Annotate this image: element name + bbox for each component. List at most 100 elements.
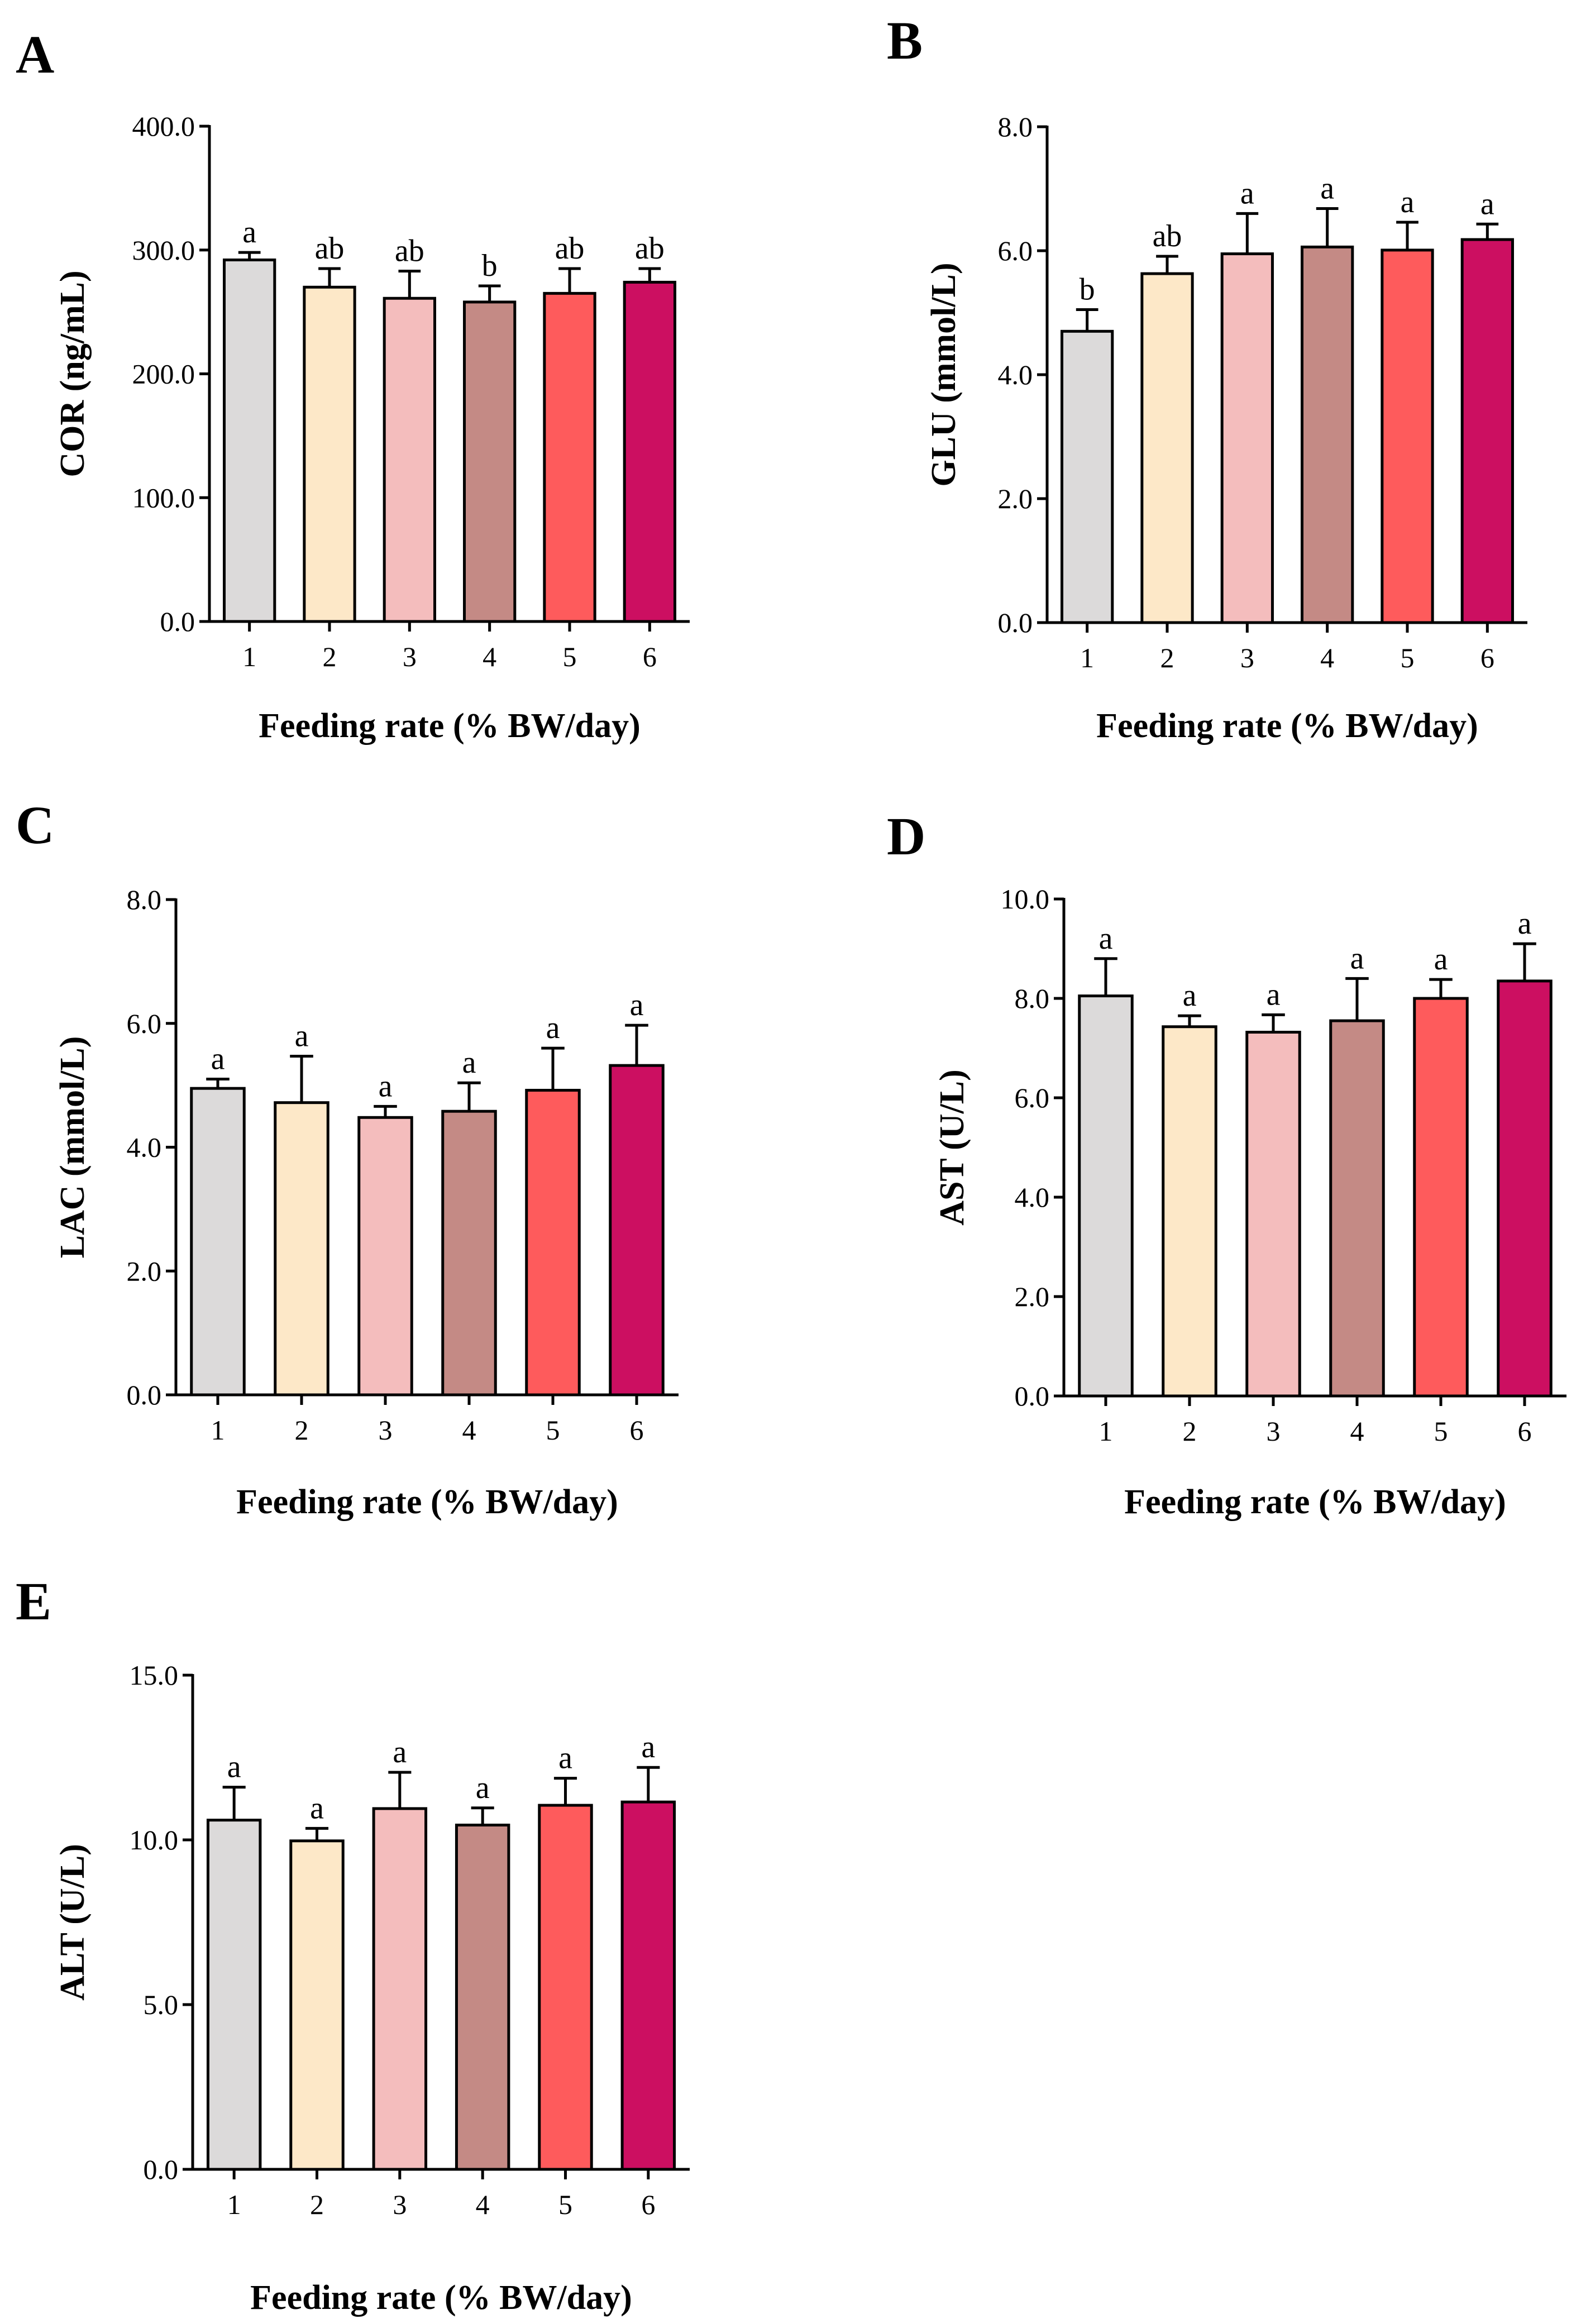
significance-label-6: a [1480, 187, 1494, 221]
x-tick-label: 2 [1160, 642, 1174, 673]
bar-2 [1162, 1025, 1217, 1398]
y-tick-label: 4.0 [1015, 1182, 1050, 1213]
y-tick-label: 0.0 [144, 2154, 179, 2185]
bar-1 [223, 258, 276, 623]
bar-4 [1329, 1019, 1385, 1398]
x-tick-label: 1 [211, 1414, 225, 1446]
significance-label-4: a [462, 1045, 476, 1080]
significance-label-2: ab [1153, 219, 1182, 254]
bar-2 [274, 1101, 329, 1397]
significance-label-4: a [1320, 171, 1334, 206]
bar-2 [289, 1839, 345, 2171]
x-axis-title: Feeding rate (% BW/day) [1096, 707, 1478, 745]
y-tick-label: 6.0 [127, 1008, 162, 1039]
x-tick-label: 4 [1320, 642, 1334, 673]
y-tick-label: 2.0 [998, 483, 1033, 514]
significance-label-4: a [476, 1771, 490, 1805]
y-axis-title: AST (U/L) [933, 1069, 971, 1226]
x-tick-label: 5 [1434, 1416, 1448, 1447]
x-tick-label: 3 [1267, 1416, 1281, 1447]
significance-label-5: a [546, 1011, 560, 1045]
bar-5 [1413, 997, 1469, 1398]
significance-label-5: a [558, 1741, 572, 1776]
x-tick-label: 4 [462, 1414, 476, 1446]
y-tick-label: 10.0 [1001, 883, 1050, 915]
y-tick-label: 0.0 [998, 607, 1033, 638]
y-tick-label: 400.0 [132, 111, 195, 142]
x-tick-label: 3 [403, 641, 417, 672]
significance-label-4: a [1350, 941, 1364, 975]
x-tick-label: 6 [630, 1414, 644, 1446]
y-tick-label: 5.0 [144, 1989, 179, 2020]
significance-label-3: a [1240, 176, 1254, 211]
panel-letter-e: E [16, 1571, 51, 1631]
x-tick-label: 5 [1401, 642, 1415, 673]
bar-4 [1301, 245, 1354, 624]
chart-panel-a: A 0.0 100.0 200.0 300.0 400.0 a 1 ab 2 ab 3 b 4 ab 5 ab 6… [16, 25, 690, 745]
chart-panel-e: E 0.0 5.0 10.0 15.0 a 1 a 2 a 3 a 4 a 5 a 6 Feeding rate … [16, 1571, 690, 2317]
significance-label-1: a [211, 1042, 225, 1077]
bar-5 [543, 291, 596, 623]
x-tick-label: 6 [643, 641, 657, 672]
x-tick-label: 4 [483, 641, 496, 672]
bar-1 [206, 1819, 262, 2171]
y-tick-label: 10.0 [130, 1824, 179, 1856]
x-tick-label: 6 [1480, 642, 1494, 673]
panel-letter-b: B [887, 11, 923, 70]
significance-label-5: a [1401, 185, 1415, 219]
y-tick-label: 8.0 [998, 111, 1033, 142]
y-axis-title: COR (ng/mL) [54, 270, 92, 477]
y-tick-label: 100.0 [132, 482, 195, 513]
significance-label-3: a [393, 1735, 407, 1770]
bar-6 [1497, 979, 1553, 1398]
bar-3 [1220, 252, 1274, 624]
significance-label-4: b [482, 248, 498, 283]
x-tick-label: 4 [1350, 1416, 1364, 1447]
bar-3 [383, 297, 436, 623]
significance-label-6: a [1518, 906, 1532, 941]
significance-label-1: a [242, 215, 256, 250]
bar-1 [1061, 329, 1114, 624]
bar-6 [609, 1064, 665, 1397]
x-tick-label: 1 [1080, 642, 1094, 673]
x-tick-label: 2 [310, 2189, 324, 2220]
significance-label-6: a [630, 988, 644, 1022]
chart-panel-c: C 0.0 2.0 4.0 6.0 8.0 a 1 a 2 a 3 a 4 a 5 a 6 Feeding rate… [16, 795, 679, 1521]
bar-2 [1140, 272, 1194, 624]
y-tick-label: 2.0 [127, 1255, 162, 1287]
x-tick-label: 6 [641, 2189, 655, 2220]
bar-4 [455, 1823, 510, 2171]
significance-label-5: a [1434, 942, 1448, 977]
significance-label-3: a [1267, 977, 1281, 1012]
x-axis-title: Feeding rate (% BW/day) [1124, 1483, 1506, 1521]
significance-label-6: ab [635, 231, 665, 266]
y-tick-label: 0.0 [160, 606, 195, 637]
y-tick-label: 6.0 [1015, 1082, 1050, 1113]
significance-label-2: ab [315, 231, 345, 266]
significance-label-6: a [641, 1730, 655, 1764]
x-tick-label: 1 [242, 641, 256, 672]
bar-3 [372, 1807, 428, 2171]
y-axis-title: GLU (mmol/L) [925, 262, 963, 486]
panel-letter-d: D [887, 806, 925, 866]
bar-3 [1245, 1031, 1301, 1398]
y-tick-label: 200.0 [132, 358, 195, 390]
bar-1 [1078, 994, 1134, 1398]
x-tick-label: 1 [227, 2189, 241, 2220]
bar-1 [190, 1087, 246, 1397]
x-axis-title: Feeding rate (% BW/day) [236, 1483, 618, 1521]
x-tick-label: 2 [323, 641, 337, 672]
panel-letter-a: A [16, 25, 54, 84]
bar-5 [525, 1088, 581, 1397]
x-tick-label: 5 [558, 2189, 572, 2220]
x-tick-label: 5 [563, 641, 577, 672]
significance-label-1: b [1080, 272, 1095, 307]
x-tick-label: 6 [1518, 1416, 1532, 1447]
x-tick-label: 3 [379, 1414, 393, 1446]
x-tick-label: 3 [393, 2189, 407, 2220]
x-tick-label: 1 [1099, 1416, 1113, 1447]
y-axis-title: LAC (mmol/L) [54, 1036, 92, 1259]
significance-label-5: ab [555, 231, 585, 266]
x-tick-label: 5 [546, 1414, 560, 1446]
